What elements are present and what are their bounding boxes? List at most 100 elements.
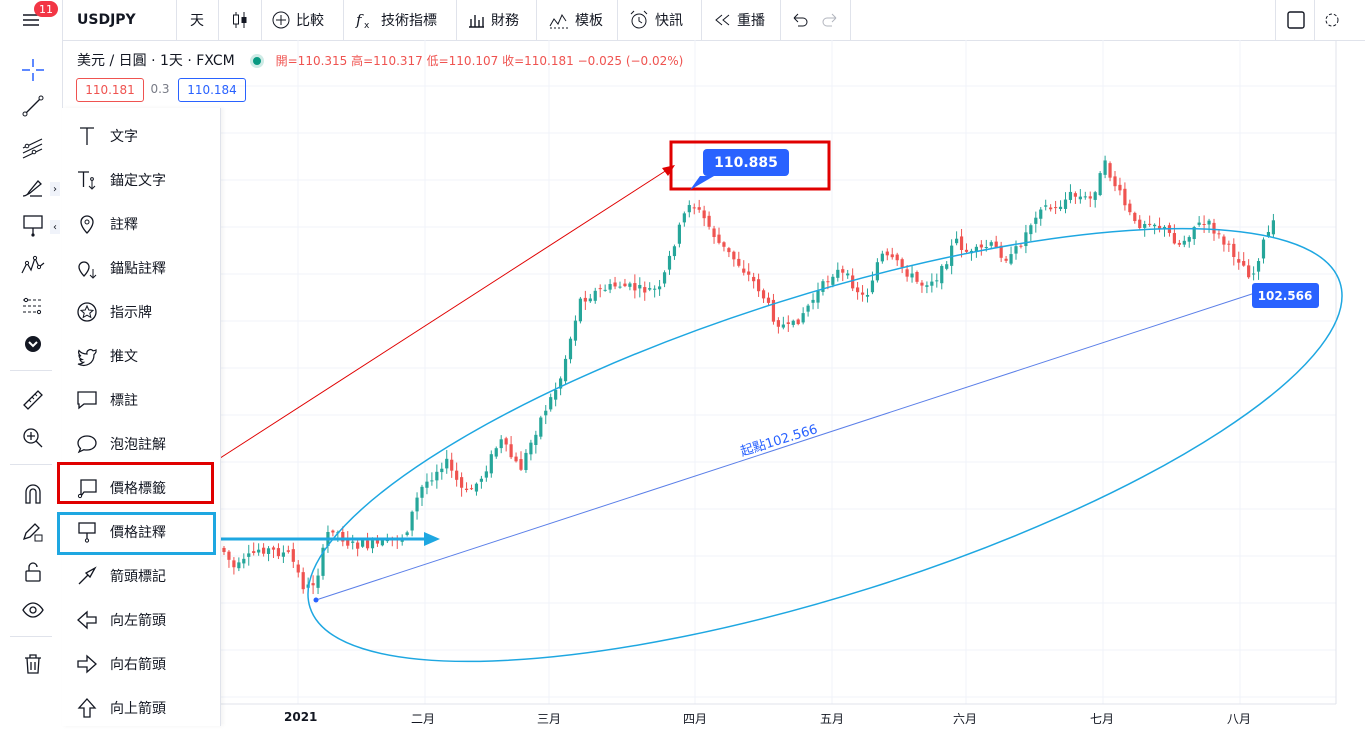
symbol-title[interactable]: 美元 / 日圓 · 1天 · FXCM	[77, 53, 235, 69]
candle-body	[623, 283, 627, 287]
templates-button[interactable]: 模板	[548, 0, 603, 40]
rewind-icon	[715, 14, 730, 26]
ask-price-box[interactable]: 110.184	[178, 78, 246, 102]
undo-button[interactable]	[790, 0, 810, 40]
candle-body	[955, 238, 959, 244]
menu-item-price-note[interactable]: 價格註釋	[62, 510, 220, 554]
menu-item-tweet[interactable]: 推文	[62, 334, 220, 378]
candle-body	[895, 254, 899, 261]
collapse-chevron-icon[interactable]: ‹	[50, 220, 60, 234]
candle-body	[945, 264, 949, 269]
menu-item-arrow-left[interactable]: 向左箭頭	[62, 598, 220, 642]
red-arrowhead	[662, 165, 675, 176]
zoom-in-tool[interactable]	[19, 424, 47, 452]
menu-item-text[interactable]: 文字	[62, 114, 220, 158]
menu-item-anchored-note[interactable]: 錨點註釋	[62, 246, 220, 290]
price-note-icon	[78, 522, 96, 543]
expand-chevron-icon[interactable]: ›	[50, 182, 60, 196]
more-tools-button[interactable]	[19, 330, 47, 358]
crosshair-tool[interactable]	[19, 56, 47, 84]
pitchfork-tool[interactable]	[19, 134, 47, 162]
symbol-search-button[interactable]: USDJPY	[77, 12, 136, 28]
candle-body	[271, 547, 276, 550]
candle-body	[539, 417, 543, 437]
candle-body	[534, 434, 538, 445]
candle-body	[974, 246, 978, 252]
lock-drawings-tool[interactable]	[19, 518, 47, 546]
bar-chart-icon	[469, 15, 484, 28]
candle-body	[375, 537, 380, 544]
candle-body	[410, 511, 414, 531]
settings-button[interactable]	[1322, 0, 1340, 40]
price-label-box	[703, 149, 789, 176]
replay-button[interactable]: 重播	[712, 0, 765, 40]
menu-item-arrow-marker[interactable]: 箭頭標記	[62, 554, 220, 598]
candle-body	[390, 537, 394, 540]
candle-body	[910, 273, 914, 278]
candle-body	[1083, 196, 1087, 198]
candle-body	[950, 245, 954, 266]
candle-body	[549, 397, 553, 410]
candle-body	[237, 562, 241, 569]
candle-body	[1143, 224, 1147, 228]
chart-style-button[interactable]	[230, 0, 250, 40]
candle-body	[628, 283, 632, 287]
pattern-icon	[21, 255, 45, 274]
candle-body	[1167, 225, 1172, 233]
bid-price-box[interactable]: 110.181	[76, 78, 144, 102]
candle-body	[702, 210, 706, 219]
anchored-text-icon	[78, 171, 96, 190]
measure-tool[interactable]	[19, 386, 47, 414]
menu-item-signpost[interactable]: 指示牌	[62, 290, 220, 334]
candle-body	[484, 471, 488, 478]
text-tools-group[interactable]	[19, 212, 47, 240]
forecast-tool[interactable]	[19, 292, 47, 320]
candle-body	[568, 338, 573, 360]
menu-item-price-label[interactable]: 價格標籤	[62, 466, 220, 510]
menu-item-anchored-text[interactable]: 錨定文字	[62, 158, 220, 202]
candle-body	[276, 548, 281, 557]
patterns-tool[interactable]	[19, 252, 47, 280]
templates-icon	[549, 13, 568, 29]
financials-button[interactable]: 財務	[466, 0, 519, 40]
brush-tool[interactable]	[19, 174, 47, 202]
candle-body	[266, 548, 271, 554]
candle-body	[742, 268, 746, 273]
candle-body	[648, 288, 652, 290]
candle-body	[786, 322, 790, 324]
compare-button[interactable]: 比較	[271, 0, 324, 40]
hide-drawings-tool[interactable]	[19, 596, 47, 624]
menu-item-note[interactable]: 註釋	[62, 202, 220, 246]
trend-line-tool[interactable]	[19, 92, 47, 120]
candle-body	[925, 285, 929, 287]
layout-button[interactable]	[1286, 0, 1306, 40]
candle-body	[474, 483, 479, 492]
alerts-button[interactable]: 快訊	[628, 0, 683, 40]
candle-body	[865, 294, 870, 297]
undo-icon	[793, 13, 808, 27]
candle-body	[400, 537, 404, 542]
highlight-ellipse	[307, 227, 1343, 663]
remove-drawings-tool[interactable]	[19, 650, 47, 678]
redo-button[interactable]	[820, 0, 840, 40]
candle-body	[316, 575, 320, 588]
lock-all-tool[interactable]	[19, 558, 47, 586]
interval-button[interactable]: 天	[190, 13, 204, 29]
menu-item-callout[interactable]: 標註	[62, 378, 220, 422]
candle-body	[1073, 193, 1077, 197]
menu-item-arrow-right[interactable]: 向右箭頭	[62, 642, 220, 686]
candle-body	[356, 542, 360, 549]
magnet-tool[interactable]	[19, 480, 47, 508]
menu-item-arrow-up[interactable]: 向上箭頭	[62, 686, 220, 730]
candle-body	[301, 572, 305, 590]
candle-body	[964, 249, 969, 252]
candle-body	[766, 297, 771, 303]
candle-body	[252, 551, 256, 553]
candle-body	[361, 540, 365, 547]
candle-body	[801, 313, 805, 323]
menu-item-comment[interactable]: 泡泡註解	[62, 422, 220, 466]
axis-label-apr: 四月	[683, 712, 708, 726]
candle-body	[242, 558, 246, 564]
candle-body	[405, 532, 409, 535]
